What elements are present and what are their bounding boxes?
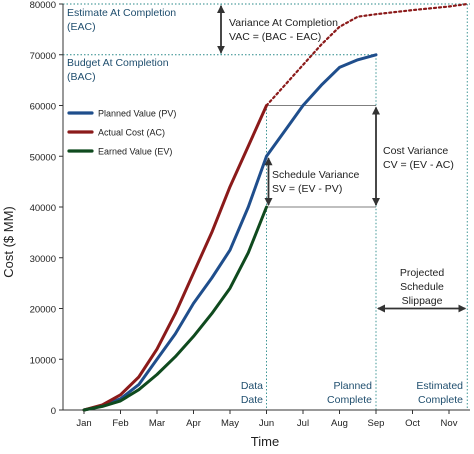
x-tick-label: Feb [112,418,128,429]
x-tick-label: Nov [441,418,458,429]
planned-complete-label-2: Complete [327,394,372,406]
legend-label-0: Planned Value (PV) [98,109,176,119]
y-axis-title: Cost ($ MM) [1,206,16,278]
planned-complete-label: Planned [333,380,372,392]
x-tick-label: Aug [331,418,348,429]
eac-label: Estimate At Completion [67,7,176,19]
legend-label-1: Actual Cost (AC) [98,128,165,138]
series-lines [82,2,469,412]
y-tick-label: 50000 [30,152,56,163]
x-tick-label: Apr [186,418,201,429]
data-date-label-2: Date [241,394,263,406]
legend-label-2: Earned Value (EV) [98,147,172,157]
bac-label: Budget At Completion [67,57,169,69]
series-line-1 [82,104,268,412]
legend: Planned Value (PV) Actual Cost (AC) Earned… [67,109,176,157]
eac-label-abbr: (EAC) [67,21,96,33]
annotations: Estimate At Completion (EAC) Budget At Com… [67,7,463,406]
y-tick-label: 60000 [30,102,56,113]
vac-formula: VAC = (BAC - EAC) [229,31,321,43]
x-tick-label: Sep [368,418,385,429]
y-tick-label: 30000 [30,254,56,265]
y-tick-label: 0 [51,406,56,417]
y-tick-label: 10000 [30,355,56,366]
series-line-0 [82,53,378,412]
x-tick-label: Mar [149,418,165,429]
axes: 0 10000 20000 30000 40000 50000 60000 70000 8000… [30,0,470,429]
sv-formula: SV = (EV - PV) [272,183,342,195]
y-tick-label: 20000 [30,305,56,316]
x-tick-label: Jan [76,418,91,429]
estimated-complete-label-2: Complete [418,394,463,406]
x-tick-label: Jun [259,418,274,429]
slippage-label: Slippage [402,295,443,307]
x-tick-label: May [221,418,239,429]
x-axis-title: Time [251,434,279,449]
x-tick-label: Oct [405,418,420,429]
vac-label: Variance At Completion [229,17,338,29]
schedule-label: Schedule [400,281,444,293]
estimated-complete-label: Estimated [416,380,463,392]
series-line-2 [82,205,268,412]
sv-label: Schedule Variance [272,169,360,181]
ac-projection-line [265,2,469,107]
x-tick-label: Jul [297,418,309,429]
cv-label: Cost Variance [383,145,448,157]
y-tick-label: 40000 [30,203,56,214]
data-date-label: Data [241,380,263,392]
bac-label-abbr: (BAC) [67,71,96,83]
variance-arrows [217,5,467,313]
y-tick-label: 70000 [30,51,56,62]
projected-label: Projected [400,267,445,279]
y-tick-label: 80000 [30,0,56,11]
cv-formula: CV = (EV - AC) [383,159,454,171]
